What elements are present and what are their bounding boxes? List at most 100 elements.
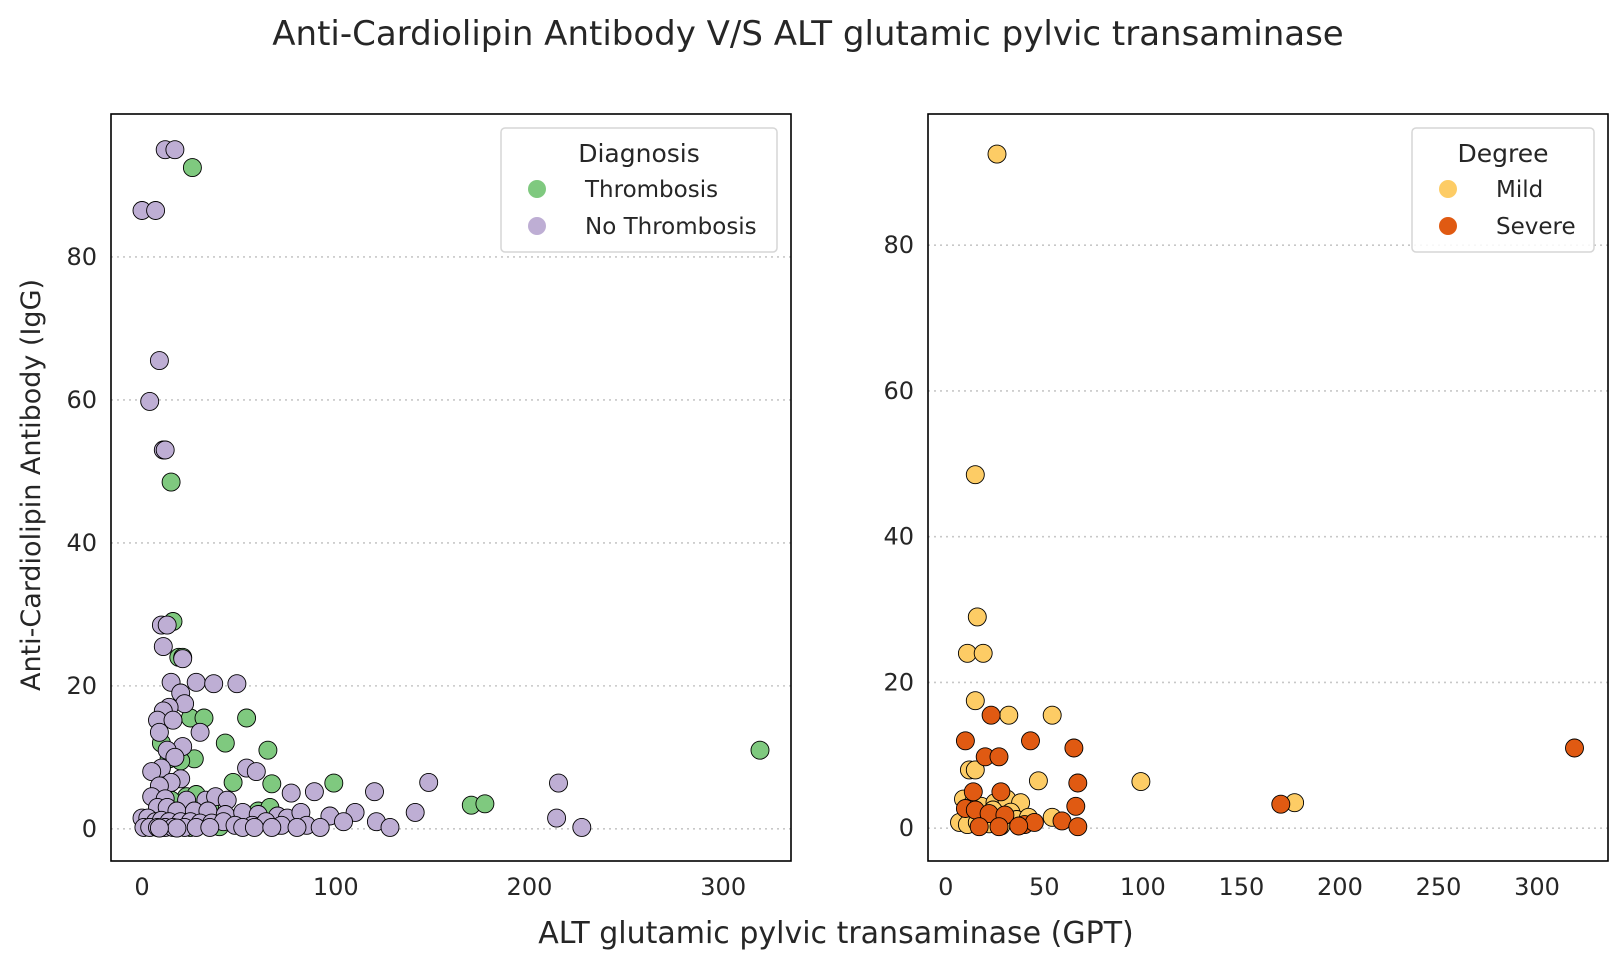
axes-frame <box>110 113 792 862</box>
data-point <box>965 465 985 485</box>
data-point <box>1064 738 1084 758</box>
data-point <box>165 140 185 160</box>
data-point <box>163 710 183 730</box>
data-point <box>999 705 1019 725</box>
data-point <box>190 722 210 742</box>
data-point <box>165 747 185 767</box>
data-point <box>161 472 181 492</box>
data-point <box>973 643 993 663</box>
data-point <box>146 201 166 220</box>
data-point <box>957 643 977 663</box>
legend-title: Diagnosis <box>578 139 700 168</box>
x-tick-label: 100 <box>313 873 359 901</box>
data-point <box>1271 794 1291 814</box>
data-point <box>989 817 1009 837</box>
data-point <box>186 672 206 692</box>
data-point <box>173 649 193 669</box>
data-point <box>281 783 301 803</box>
data-point <box>310 817 330 837</box>
x-tick-label: 0 <box>134 873 149 901</box>
x-tick-label: 200 <box>507 873 553 901</box>
data-point <box>965 760 985 780</box>
data-point <box>244 817 264 837</box>
data-point <box>1131 772 1151 792</box>
y-tick-label: 60 <box>66 386 97 414</box>
y-tick-label: 0 <box>899 814 914 842</box>
data-point <box>549 773 568 793</box>
y-tick-label: 80 <box>883 231 914 259</box>
data-point <box>262 774 282 794</box>
shared-x-axis-label: ALT glutamic pylvic transaminase (GPT) <box>538 916 1134 951</box>
y-tick-label: 40 <box>883 523 914 551</box>
y-tick-label: 40 <box>66 529 97 557</box>
axes-frame <box>927 113 1609 862</box>
y-tick-label: 80 <box>66 243 97 271</box>
legend: Degree Mild Severe <box>1411 127 1595 253</box>
data-point <box>155 440 175 460</box>
x-tick-label: 300 <box>1514 873 1560 901</box>
data-point <box>750 740 770 760</box>
legend: Diagnosis Thrombosis No Thrombosis <box>500 127 778 253</box>
data-point <box>237 708 257 728</box>
chart-panel-degree: 0 50 100 150 200 250 300 0 20 40 60 80 Degree Mild Sev… <box>883 113 1609 901</box>
legend-label: Thrombosis <box>584 177 718 203</box>
x-tick-label: 300 <box>700 873 746 901</box>
data-point <box>258 740 278 760</box>
data-point <box>987 144 1007 164</box>
data-point <box>1024 812 1044 832</box>
x-tick-label: 100 <box>1120 873 1166 901</box>
y-tick-label: 20 <box>883 668 914 696</box>
data-point <box>157 615 177 635</box>
data-point <box>1068 817 1088 837</box>
data-point <box>955 731 975 751</box>
data-point <box>1565 738 1584 758</box>
data-point <box>149 722 169 742</box>
data-point <box>365 782 384 802</box>
x-tick-label: 0 <box>938 873 953 901</box>
data-point <box>967 607 987 627</box>
data-point <box>1066 796 1086 816</box>
data-point <box>572 817 592 837</box>
legend-label: No Thrombosis <box>585 214 757 240</box>
chart-panel-diagnosis: 0 100 200 300 0 20 40 60 80 Diagnosis Thrombosis No… <box>66 113 792 901</box>
x-tick-label: 250 <box>1416 873 1462 901</box>
data-point <box>140 391 160 411</box>
data-point <box>223 772 243 792</box>
data-point <box>1009 816 1029 836</box>
data-point <box>963 782 983 802</box>
data-point <box>405 802 425 822</box>
legend-box <box>1411 127 1595 253</box>
series-no-thrombosis <box>132 140 592 838</box>
data-point <box>969 817 989 837</box>
data-point <box>287 817 307 837</box>
data-point <box>182 158 202 178</box>
data-point <box>380 817 400 837</box>
data-point <box>149 351 169 371</box>
figure-title: Anti-Cardiolipin Antibody V/S ALT glutam… <box>272 14 1343 54</box>
x-tick-label: 150 <box>1218 873 1264 901</box>
data-point <box>475 794 495 814</box>
series-severe <box>955 705 1584 837</box>
data-point <box>204 674 224 694</box>
y-tick-label: 60 <box>883 377 914 405</box>
data-point <box>246 762 266 782</box>
data-point <box>981 705 1001 725</box>
data-point <box>419 772 439 792</box>
legend-title: Degree <box>1458 139 1549 168</box>
data-point <box>991 782 1011 802</box>
x-tick-label: 50 <box>1029 873 1060 901</box>
y-tick-label: 0 <box>82 815 97 843</box>
x-tick-label: 200 <box>1317 873 1363 901</box>
data-point <box>1021 731 1040 751</box>
data-point <box>334 812 353 832</box>
legend-label: Severe <box>1496 214 1576 240</box>
data-point <box>262 817 282 837</box>
shared-y-axis-label: Anti-Cardiolipin Antibody (IgG) <box>16 279 47 691</box>
data-point <box>149 818 169 838</box>
data-point <box>547 808 567 828</box>
data-point <box>200 817 220 837</box>
data-point <box>215 733 235 753</box>
legend-marker <box>528 217 546 235</box>
legend-marker <box>1439 217 1457 235</box>
